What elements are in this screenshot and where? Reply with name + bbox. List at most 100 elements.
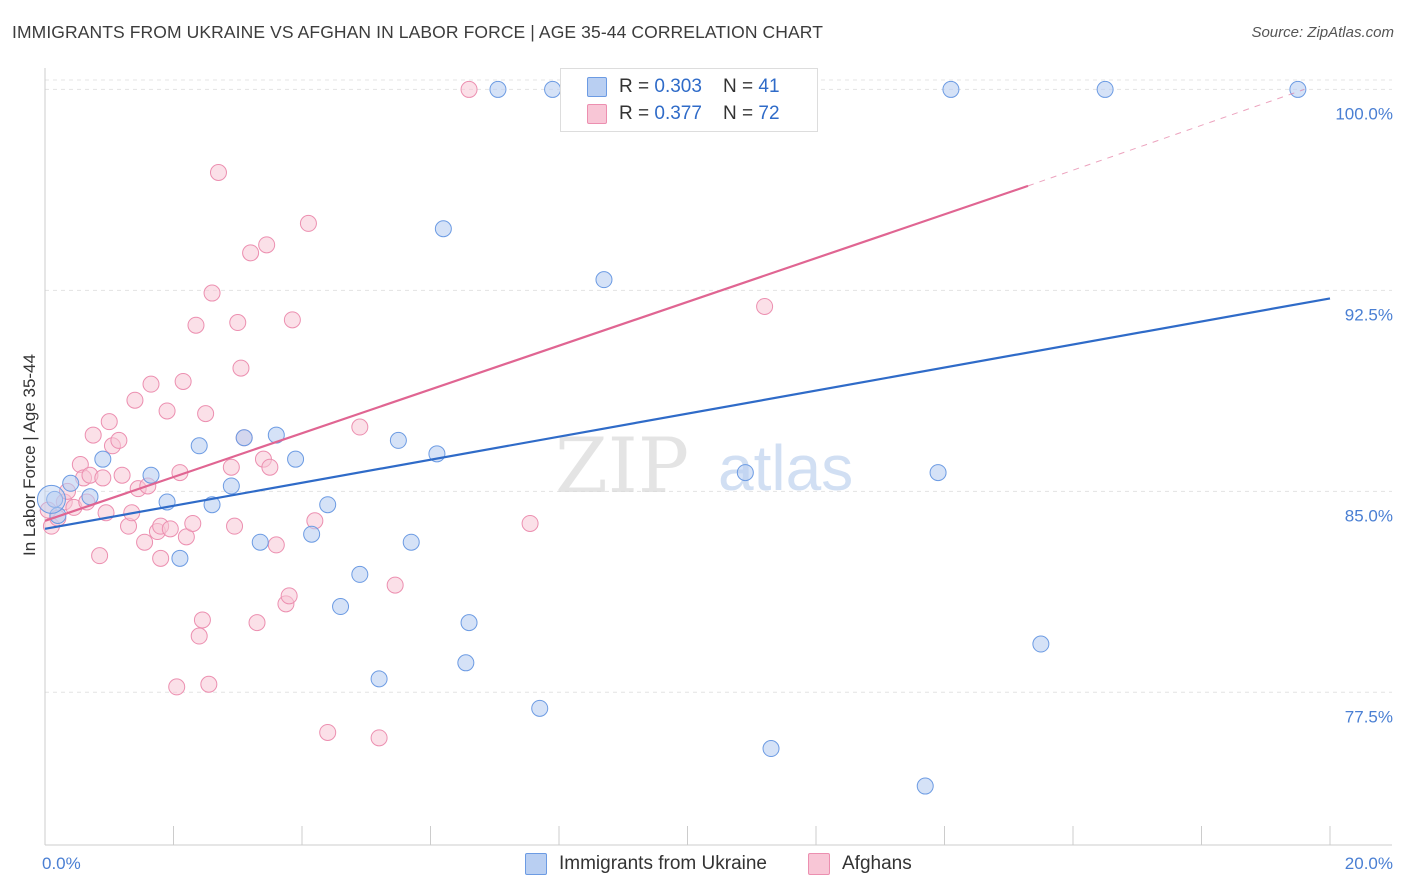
- afghans-point: [283, 311, 301, 329]
- legend-n-value-ukraine: 41: [758, 76, 780, 97]
- legend-swatch-afghans: [587, 104, 607, 124]
- ukraine-point: [203, 496, 221, 514]
- bottom-legend-label-afghans: Afghans: [842, 853, 912, 874]
- afghans-point: [113, 466, 131, 484]
- legend-r-value-ukraine: 0.303: [654, 76, 702, 97]
- bottom-legend-label-ukraine: Immigrants from Ukraine: [559, 853, 767, 874]
- ukraine-point: [332, 598, 350, 616]
- ukraine-point: [370, 670, 388, 688]
- ukraine-point: [1032, 635, 1050, 653]
- ukraine-point: [434, 220, 452, 238]
- legend-n-label: N =: [723, 76, 759, 97]
- afghans-point: [460, 80, 478, 98]
- ukraine-point: [142, 466, 160, 484]
- ukraine-point: [81, 488, 99, 506]
- afghans-point: [100, 413, 118, 431]
- legend-r-value-afghans: 0.377: [654, 103, 702, 124]
- ukraine-point: [319, 496, 337, 514]
- bottom-legend-afghans: Afghans: [808, 852, 912, 876]
- afghans-trend-extension: [1027, 88, 1305, 187]
- ukraine-point: [62, 474, 80, 492]
- ukraine-point: [235, 429, 253, 447]
- afghans-point: [152, 549, 170, 567]
- ukraine-point: [46, 490, 64, 508]
- ukraine-point: [389, 431, 407, 449]
- afghans-point: [84, 426, 102, 444]
- afghans-point: [232, 359, 250, 377]
- ukraine-point: [287, 450, 305, 468]
- afghans-point: [161, 520, 179, 538]
- y-tick-label: 92.5%: [1345, 305, 1393, 324]
- ukraine-point: [916, 777, 934, 795]
- afghans-point: [248, 614, 266, 632]
- ukraine-point: [544, 80, 562, 98]
- correlation-legend: R = 0.303 N = 41 R = 0.377 N = 72: [560, 68, 818, 132]
- afghans-point: [280, 587, 298, 605]
- afghans-point: [370, 729, 388, 747]
- afghans-point: [193, 611, 211, 629]
- ukraine-point: [94, 450, 112, 468]
- ukraine-cluster-point: [36, 484, 66, 514]
- ukraine-point: [222, 477, 240, 495]
- legend-row-afghans: R = 0.377 N = 72: [587, 100, 780, 128]
- x-tick-label: 20.0%: [1345, 854, 1393, 873]
- afghans-point: [203, 284, 221, 302]
- afghans-point: [258, 236, 276, 254]
- ukraine-point: [736, 464, 754, 482]
- legend-swatch-ukraine: [587, 77, 607, 97]
- afghans-point: [187, 316, 205, 334]
- y-axis-label: In Labor Force | Age 35-44: [20, 354, 39, 556]
- afghans-point: [190, 627, 208, 645]
- source-label: Source: ZipAtlas.com: [1251, 24, 1394, 41]
- y-tick-label: 100.0%: [1335, 104, 1393, 123]
- afghans-point: [174, 372, 192, 390]
- afghans-point: [142, 375, 160, 393]
- afghans-point: [521, 514, 539, 532]
- ukraine-point: [942, 80, 960, 98]
- ukraine-point: [190, 437, 208, 455]
- afghans-point: [386, 576, 404, 594]
- afghans-point: [226, 517, 244, 535]
- afghans-point: [319, 723, 337, 741]
- afghans-point: [158, 402, 176, 420]
- watermark-zip: ZIP: [555, 421, 689, 510]
- ukraine-point: [762, 740, 780, 758]
- ukraine-point: [351, 565, 369, 583]
- legend-r-label: R =: [619, 103, 655, 124]
- ukraine-point: [303, 525, 321, 543]
- ukraine-point: [402, 533, 420, 551]
- afghans-point: [110, 431, 128, 449]
- legend-r-label: R =: [619, 76, 655, 97]
- ukraine-point: [457, 654, 475, 672]
- ukraine-point: [460, 614, 478, 632]
- afghans-point: [200, 675, 218, 693]
- legend-row-ukraine: R = 0.303 N = 41: [587, 73, 780, 101]
- afghans-point: [197, 405, 215, 423]
- ukraine-point: [489, 80, 507, 98]
- y-tick-label: 85.0%: [1345, 506, 1393, 525]
- ukraine-point: [251, 533, 269, 551]
- afghans-point: [261, 458, 279, 476]
- afghans-point: [756, 297, 774, 315]
- bottom-legend-swatch-ukraine: [525, 853, 547, 875]
- afghans-point: [299, 214, 317, 232]
- afghans-point: [126, 391, 144, 409]
- ukraine-point: [595, 271, 613, 289]
- ukraine-point: [171, 549, 189, 567]
- legend-n-value-afghans: 72: [758, 103, 780, 124]
- afghans-point: [94, 469, 112, 487]
- afghans-point: [184, 514, 202, 532]
- afghans-point: [209, 163, 227, 181]
- afghans-point: [242, 244, 260, 262]
- ukraine-point: [1096, 80, 1114, 98]
- afghans-point: [222, 458, 240, 476]
- afghans-trend-line: [44, 184, 1029, 522]
- chart-title: IMMIGRANTS FROM UKRAINE VS AFGHAN IN LAB…: [12, 22, 823, 42]
- bottom-legend-ukraine: Immigrants from Ukraine: [525, 852, 767, 876]
- legend-n-label: N =: [723, 103, 759, 124]
- afghans-point: [136, 533, 154, 551]
- ukraine-point: [531, 699, 549, 717]
- y-tick-label: 77.5%: [1345, 707, 1393, 726]
- x-tick-label: 0.0%: [42, 854, 81, 873]
